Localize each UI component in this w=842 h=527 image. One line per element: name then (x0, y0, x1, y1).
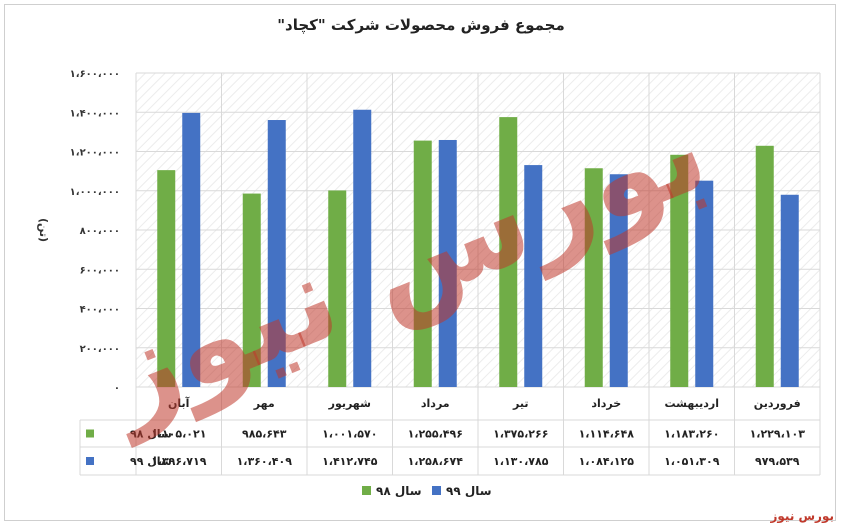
data-table-value: ۱،۳۶۰،۴۰۹ (237, 455, 293, 468)
legend-swatch (362, 486, 371, 495)
data-table-value: ۱،۰۵۱،۳۰۹ (664, 455, 720, 468)
data-table-value: ۱،۱۰۵،۰۲۱ (151, 428, 206, 441)
legend-label: سال ۹۸ (376, 484, 422, 498)
data-table-value: ۹۸۵،۶۴۳ (242, 428, 287, 441)
bar (609, 174, 628, 387)
legend-swatch (432, 486, 441, 495)
legend-label: سال ۹۹ (446, 484, 492, 498)
data-table-value: ۱،۲۵۸،۶۷۴ (408, 455, 464, 468)
y-axis-label: (تن) (37, 218, 50, 242)
brand-logo-text: بورس نیوز (770, 509, 834, 523)
bar (584, 168, 603, 387)
category-label: شهریور (328, 397, 371, 410)
bar (695, 180, 714, 387)
data-table-value: ۱،۳۹۶،۷۱۹ (151, 455, 207, 468)
y-tick-label: ۱،۴۰۰،۰۰۰ (70, 108, 120, 119)
data-table-value: ۹۷۹،۵۳۹ (755, 455, 800, 468)
bar (328, 190, 347, 387)
category-label: مرداد (421, 397, 450, 410)
category-label: مهر (253, 397, 275, 410)
y-tick-label: ۱،۲۰۰،۰۰۰ (70, 148, 120, 159)
category-label: اردیبهشت (665, 397, 719, 410)
category-label: آبان (168, 396, 190, 410)
data-table-value: ۱،۲۵۵،۴۹۶ (408, 428, 463, 441)
table-series-name: سال ۹۸ (130, 428, 172, 441)
bar (182, 112, 201, 388)
table-series-name: سال ۹۹ (130, 455, 172, 468)
data-table-value: ۱،۱۳۰،۷۸۵ (493, 455, 549, 468)
bar (780, 194, 799, 387)
data-table-value: ۱،۲۲۹،۱۰۳ (750, 428, 806, 441)
category-label: فروردین (754, 397, 801, 410)
y-tick-label: ۱،۰۰۰،۰۰۰ (70, 187, 120, 198)
table-legend-swatch (86, 429, 94, 438)
bar (524, 165, 543, 387)
chart-frame (4, 4, 836, 521)
bar (670, 154, 689, 387)
category-label: تیر (512, 397, 528, 410)
category-label: خرداد (591, 397, 621, 410)
y-tick-label: ۲۰۰،۰۰۰ (80, 344, 120, 355)
data-table-value: ۱،۱۸۳،۲۶۰ (664, 428, 719, 441)
y-tick-label: ۶۰۰،۰۰۰ (80, 265, 120, 276)
bar (267, 120, 286, 387)
bar (755, 145, 774, 387)
y-tick-label: ۱،۶۰۰،۰۰۰ (70, 69, 120, 80)
data-table-value: ۱،۰۸۴،۱۲۵ (579, 455, 635, 468)
bar (413, 140, 432, 387)
data-table-value: ۱،۰۰۱،۵۷۰ (322, 428, 377, 441)
y-tick-label: ۴۰۰،۰۰۰ (80, 305, 120, 316)
data-table-value: ۱،۳۷۵،۲۶۶ (493, 428, 548, 441)
bar (438, 139, 457, 387)
bar (242, 193, 261, 387)
data-table-value: ۱،۴۱۲،۷۴۵ (322, 455, 378, 468)
bar (157, 170, 176, 387)
data-table-value: ۱،۱۱۴،۶۴۸ (579, 428, 635, 441)
bar (499, 117, 518, 387)
y-tick-label: ۰ (114, 383, 120, 394)
table-legend-swatch (86, 457, 94, 465)
bar (353, 109, 372, 388)
chart-title: مجموع فروش محصولات شرکت "کچاد" (277, 16, 565, 34)
y-tick-label: ۸۰۰،۰۰۰ (80, 226, 120, 237)
